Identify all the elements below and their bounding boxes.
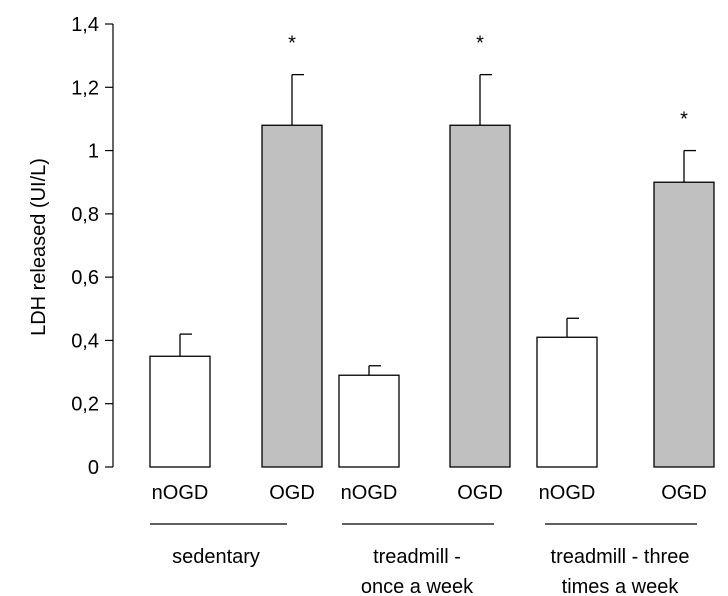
category-label: nOGD [341, 482, 398, 504]
bar-ogd-group-1 [261, 124, 323, 468]
bars-layer: nOGD * OGD nOGD * OGD nOGD * OGD [149, 33, 715, 504]
category-label: OGD [457, 482, 503, 504]
group-label: treadmill - three [551, 546, 690, 568]
bar-nogd-group-2 [338, 374, 400, 468]
category-label: nOGD [152, 482, 209, 504]
y-tick-label: 1 [88, 141, 99, 163]
group-label: sedentary [172, 546, 260, 568]
y-tick-label: 0,4 [71, 330, 99, 352]
significance-marker: * [680, 109, 688, 131]
significance-marker: * [288, 33, 296, 55]
category-label: OGD [661, 482, 707, 504]
significance-marker: * [476, 33, 484, 55]
category-label: OGD [269, 482, 315, 504]
bar-ogd-group-2 [449, 124, 511, 468]
y-axis-ticks: 0 0,2 0,4 0,6 0,8 1 1,2 1,4 [71, 14, 113, 479]
y-tick-label: 0,2 [71, 394, 99, 416]
group-labels-layer: sedentary treadmill - once a week treadmill… [150, 523, 697, 596]
y-tick-label: 0,6 [71, 267, 99, 289]
group-label: times a week [562, 576, 680, 596]
y-tick-label: 0 [88, 457, 99, 479]
y-tick-label: 0,8 [71, 204, 99, 226]
bar-ogd-group-3 [653, 181, 715, 468]
bar-nogd-group-3 [536, 336, 598, 468]
y-axis-title: LDH released (UI/L) [28, 158, 50, 336]
category-label: nOGD [539, 482, 596, 504]
bar-nogd-group-1 [149, 355, 211, 468]
y-tick-label: 1,4 [71, 14, 99, 36]
y-tick-label: 1,2 [71, 77, 99, 99]
group-label: once a week [361, 576, 474, 596]
group-label: treadmill - [373, 546, 461, 568]
